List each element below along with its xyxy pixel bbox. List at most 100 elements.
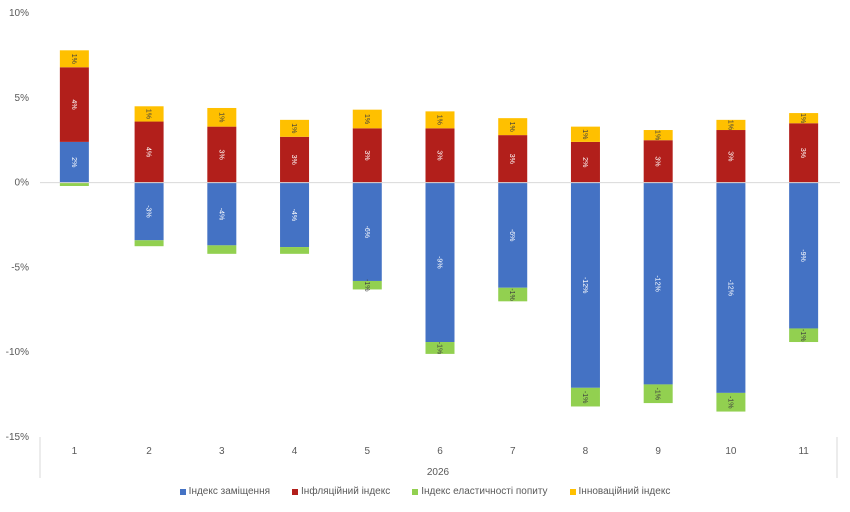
bar-segment: [643, 384, 673, 404]
bar-segment: [280, 182, 310, 248]
legend-label: Індекс заміщення: [188, 486, 271, 497]
data-label: 1%: [70, 54, 77, 64]
x-group-label: 2026: [427, 467, 450, 478]
bar-segment: [280, 119, 310, 137]
data-label: 3%: [290, 155, 297, 165]
data-label: 3%: [436, 150, 443, 160]
legend-item: Індекс заміщення: [179, 486, 271, 497]
data-label: -1%: [799, 329, 806, 341]
bar-segment: [789, 328, 819, 343]
legend-swatch: [569, 488, 576, 495]
bar-segment: [789, 123, 819, 183]
y-axis: 10% 5% 0% -5% -10% -15%: [6, 8, 29, 443]
data-label: -1%: [508, 288, 515, 300]
data-label: -3%: [145, 205, 152, 217]
y-tick-label: 10%: [9, 8, 29, 19]
x-tick-label: 8: [583, 446, 589, 457]
bar-segment: [643, 140, 673, 183]
bar-segment: [134, 121, 164, 183]
bar-segment: [207, 126, 237, 183]
data-label: 4%: [145, 147, 152, 157]
y-tick-label: -15%: [6, 432, 29, 443]
bar-segment: [716, 130, 746, 183]
y-tick-label: 0%: [15, 178, 30, 189]
data-label: 3%: [217, 150, 224, 160]
bar-segment: [716, 119, 746, 131]
bar-segment: [498, 287, 528, 302]
x-tick-label: 3: [219, 446, 225, 457]
legend-item: Індекс еластичності попиту: [412, 486, 548, 497]
x-axis: 1 2 3 4 5 6 7 8 9 10 11 2026: [39, 437, 838, 478]
legend: Індекс заміщення Інфляційний індекс Індекс…: [0, 486, 850, 497]
data-label: -9%: [799, 249, 806, 261]
data-label: 3%: [508, 154, 515, 164]
x-tick-label: 7: [510, 446, 516, 457]
data-label: 3%: [799, 148, 806, 158]
x-tick-label: 9: [655, 446, 661, 457]
bar-segment: [207, 107, 237, 127]
data-label: 3%: [363, 150, 370, 160]
data-label: 1%: [363, 114, 370, 124]
bar-segment: [280, 247, 310, 254]
x-tick-label: 6: [437, 446, 443, 457]
bar-segment: [643, 182, 673, 385]
bar-segment: [498, 118, 528, 136]
x-tick-label: 5: [364, 446, 370, 457]
legend-label: Інфляційний індекс: [301, 486, 391, 497]
bar-segment: [59, 182, 89, 186]
bar-segment: [570, 387, 600, 407]
bar-segment: [134, 182, 164, 241]
bar-segment: [716, 392, 746, 412]
data-label: 2%: [70, 157, 77, 167]
y-tick-label: -5%: [11, 262, 29, 273]
data-label: -4%: [217, 208, 224, 220]
data-label: -6%: [363, 226, 370, 238]
bar-segment: [789, 113, 819, 124]
bar-segment: [59, 141, 89, 183]
data-label: -12%: [581, 277, 588, 293]
bar-segment: [498, 135, 528, 183]
legend-item: Інноваційний індекс: [569, 486, 671, 497]
bar-segment: [352, 280, 382, 290]
bar-segment: [134, 106, 164, 122]
data-label: -4%: [290, 209, 297, 221]
data-label: -1%: [654, 388, 661, 400]
bar-segment: [643, 130, 673, 141]
bar-segment: [425, 128, 455, 183]
x-tick-label: 2: [146, 446, 152, 457]
data-label: 1%: [508, 122, 515, 132]
bar-segment: [425, 111, 455, 129]
data-label: -1%: [363, 279, 370, 291]
bar-segment: [352, 128, 382, 183]
data-label: 3%: [726, 151, 733, 161]
data-label: -1%: [581, 391, 588, 403]
data-label: -12%: [726, 280, 733, 296]
bars: [59, 50, 819, 412]
x-tick-label: 10: [725, 446, 737, 457]
bar-segment: [498, 182, 528, 288]
y-tick-label: 5%: [15, 93, 30, 104]
bar-segment: [134, 240, 164, 247]
legend-label: Інноваційний індекс: [578, 486, 671, 497]
bar-segment: [280, 136, 310, 183]
legend-swatch: [179, 488, 186, 495]
bar-segment: [352, 182, 382, 281]
data-label: 1%: [290, 123, 297, 133]
data-label: -1%: [726, 396, 733, 408]
data-label: 1%: [654, 130, 661, 140]
data-label: 1%: [726, 120, 733, 130]
data-label: 1%: [581, 129, 588, 139]
legend-swatch: [292, 488, 299, 495]
data-label: 2%: [581, 157, 588, 167]
bar-segment: [789, 182, 819, 329]
bar-segment: [570, 126, 600, 142]
bar-segment: [352, 109, 382, 129]
bar-segment: [716, 182, 746, 393]
legend-label: Індекс еластичності попиту: [421, 486, 548, 497]
x-tick-label: 11: [798, 446, 809, 457]
data-label: 4%: [70, 100, 77, 110]
bar-segment: [570, 141, 600, 183]
bar-segment: [425, 342, 455, 354]
data-label: -6%: [508, 229, 515, 241]
segment-labels: 2% 4% 1% -3% 4% 1% -4% 3% 1% -4% 3% 1% -6% 3% -1% 1% -9%…: [70, 54, 806, 409]
